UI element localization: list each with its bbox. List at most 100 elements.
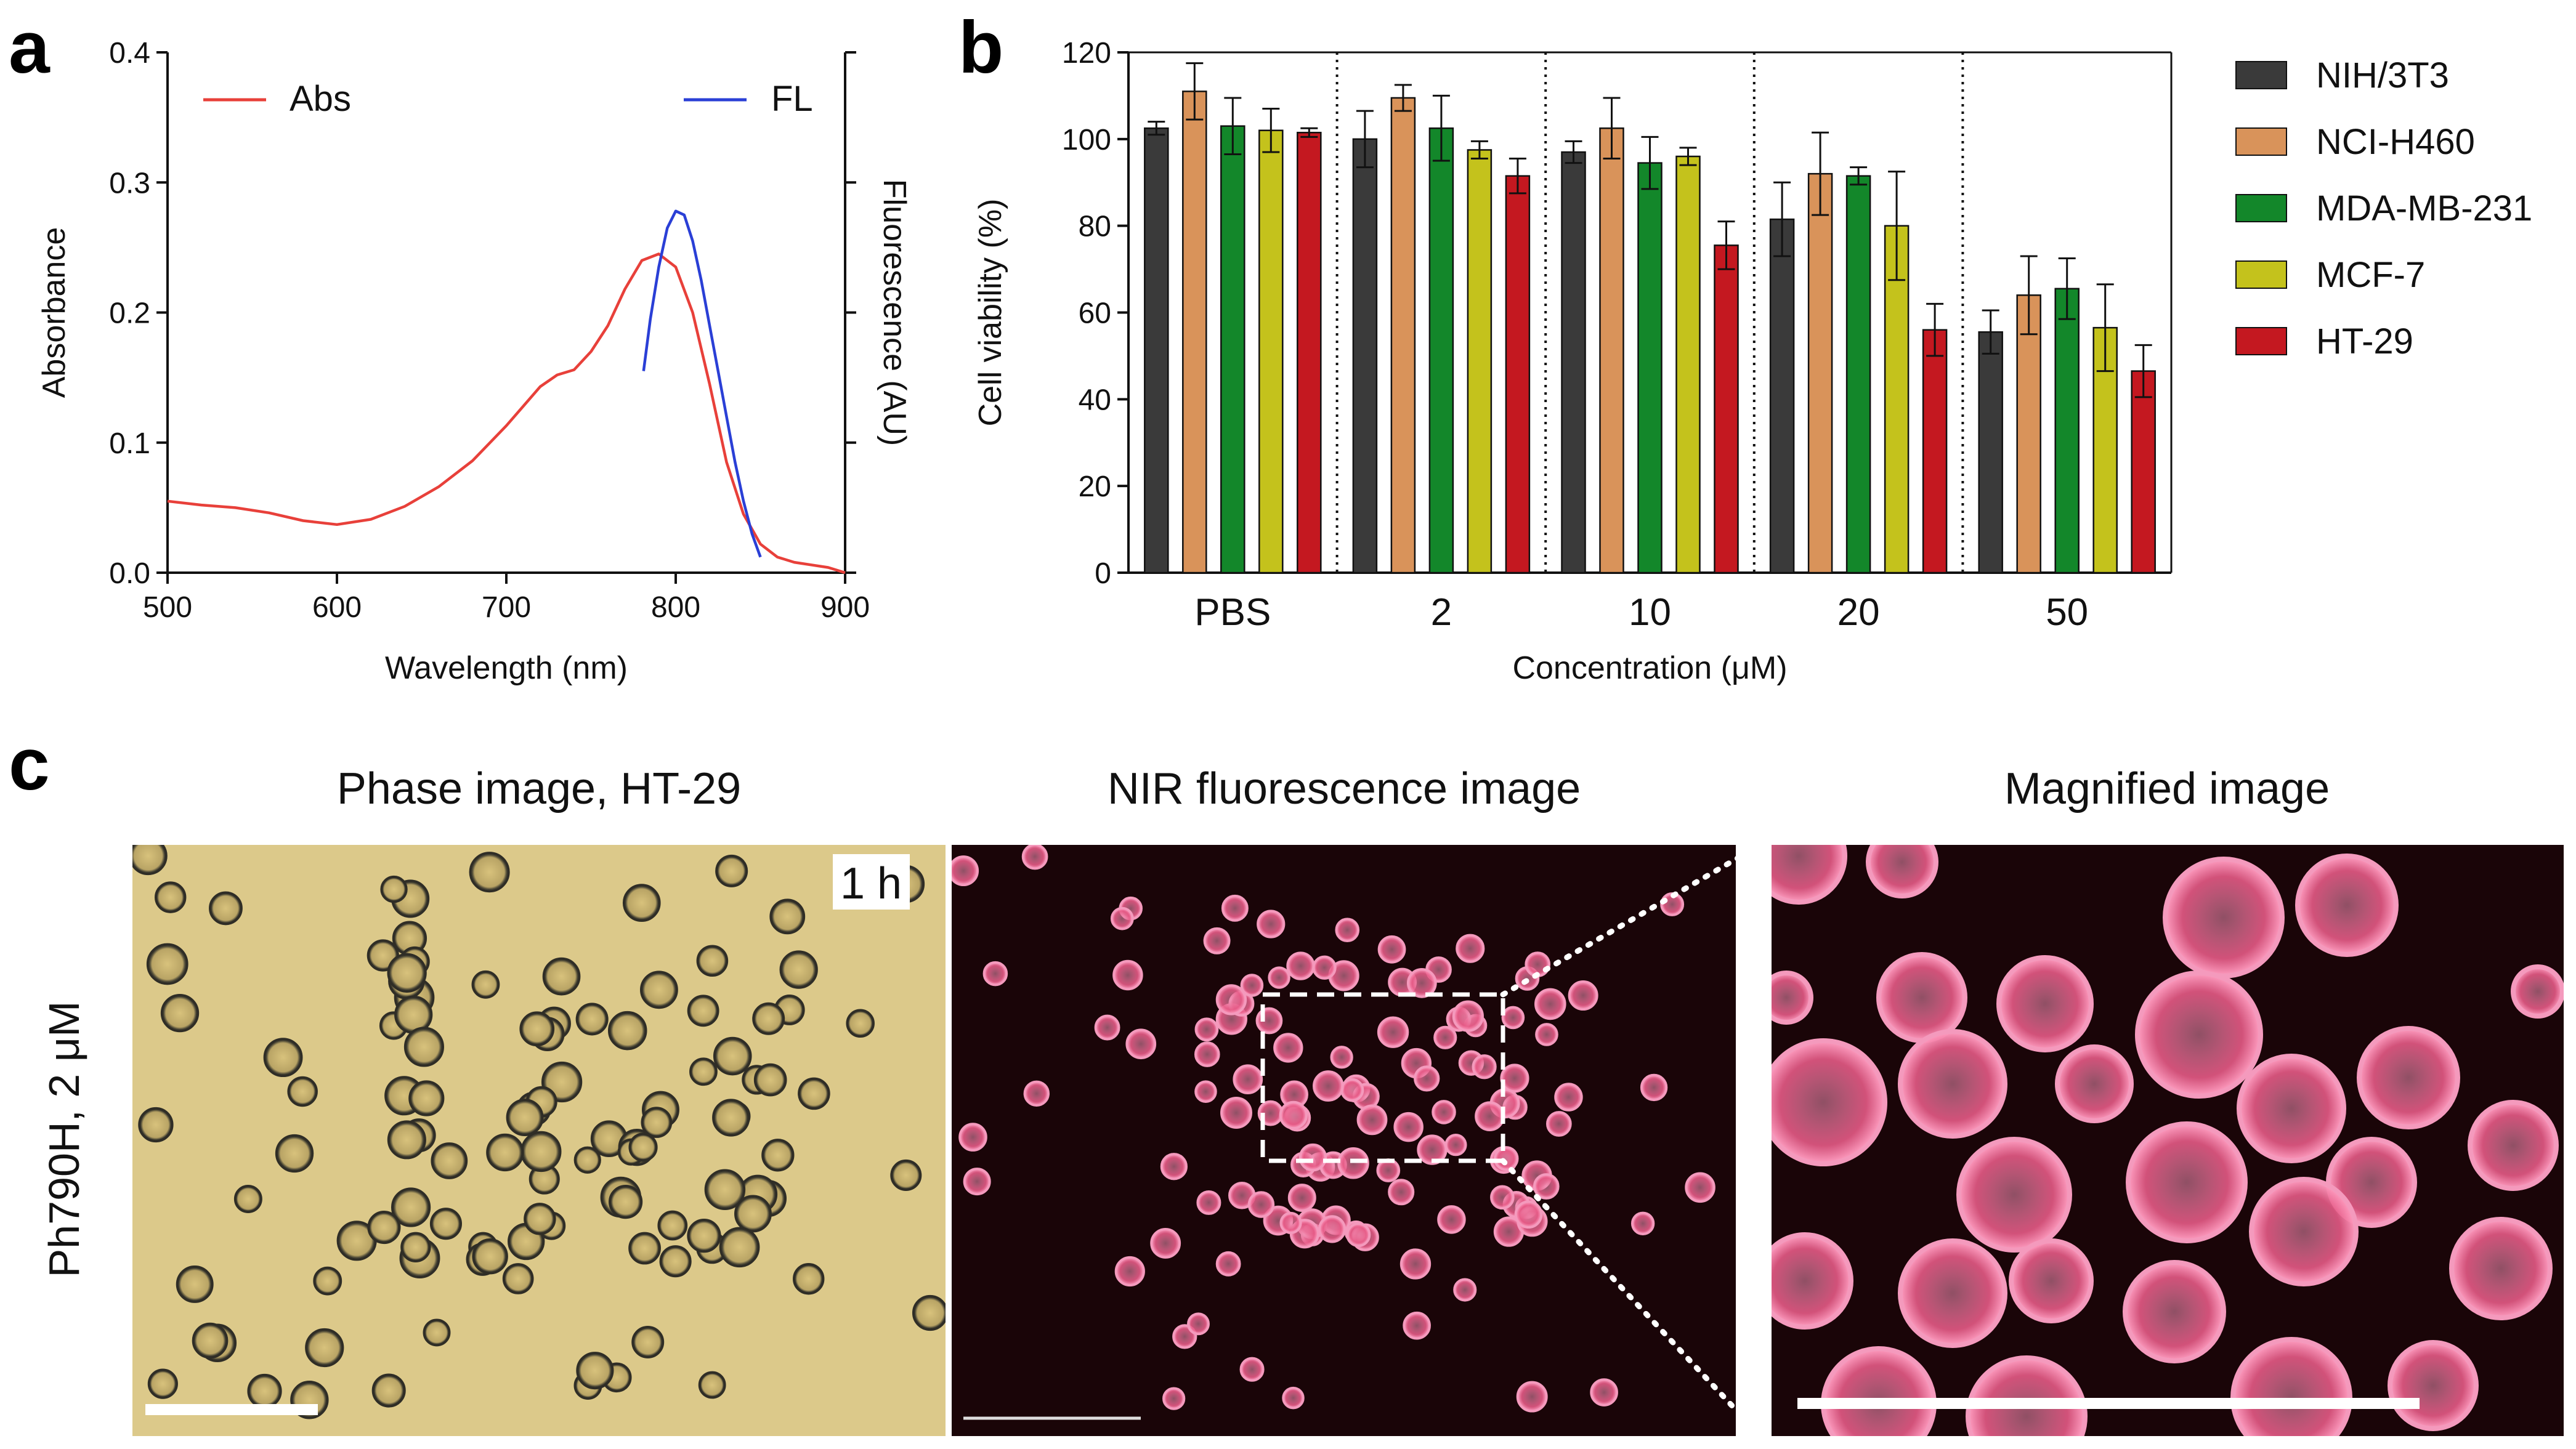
nir-cell [1399, 1248, 1432, 1280]
nir-cell [1452, 1000, 1484, 1032]
panel-letter-a: a [9, 6, 51, 89]
nir-fluorescence-image [952, 845, 1736, 1436]
phase-cell [275, 1134, 314, 1173]
phase-cell [715, 854, 748, 887]
nir-cell [1590, 1378, 1618, 1407]
phase-cell [575, 1003, 609, 1036]
bar [1769, 218, 1795, 574]
magnified-cell [1772, 845, 1847, 905]
y-tick-label: 20 [1079, 470, 1111, 503]
nir-cell [1287, 1184, 1316, 1213]
nir-cell [1240, 974, 1264, 997]
phase-cell [631, 1325, 665, 1358]
cell-viability-chart: 0 20 40 60 80 100 120 Concentration (μM) Cell vi… [973, 37, 2532, 686]
nir-cell [1514, 1200, 1543, 1229]
scale-bar [145, 1404, 318, 1415]
phase-cell [247, 1373, 282, 1409]
phase-cell [431, 1142, 468, 1179]
nir-cell [1393, 1112, 1424, 1142]
x-category-label: 10 [1629, 591, 1671, 634]
magnified-cell [2357, 1026, 2460, 1129]
y-tick-label: 60 [1079, 297, 1111, 330]
phase-cell [798, 1077, 830, 1110]
phase-cell [712, 1099, 750, 1137]
bar [1714, 244, 1739, 574]
nir-cell [1094, 1014, 1120, 1041]
x-tick-label: 800 [651, 591, 700, 624]
magnified-cell [1772, 1232, 1853, 1330]
phase-cell [524, 1203, 556, 1235]
magnified-cell [2009, 1238, 2094, 1323]
y-tick-label: 0.2 [109, 297, 150, 330]
nir-cell [1187, 1312, 1210, 1336]
nir-cell [1534, 988, 1566, 1020]
x-category-label: 50 [2046, 591, 2088, 634]
legend-label: HT-29 [2316, 321, 2413, 361]
nir-cell [1472, 1054, 1497, 1080]
bar [1922, 329, 1948, 574]
phase-cell [609, 1185, 643, 1219]
magnified-cell [2388, 1340, 2479, 1431]
phase-cell [408, 1080, 445, 1116]
magnified-cells [1772, 845, 2564, 1436]
magnified-cell [2237, 1054, 2346, 1163]
row-label: Ph790H, 2 μM [40, 1001, 88, 1278]
zoom-connector-top [1500, 842, 1764, 998]
nir-cell [1194, 1041, 1220, 1067]
phase-cell [209, 891, 243, 926]
nir-cell [1196, 1190, 1221, 1215]
phase-cell [779, 950, 818, 989]
phase-cell [689, 1057, 718, 1086]
nir-cell [1493, 1146, 1519, 1171]
nir-cell [1221, 894, 1249, 922]
bar [1390, 97, 1416, 574]
phase-cell [761, 1139, 795, 1172]
nir-cell [1377, 1016, 1409, 1048]
phase-cell [753, 1063, 787, 1097]
phase-cell [641, 1107, 673, 1138]
bar [2054, 288, 2080, 574]
phase-cell [846, 1009, 875, 1038]
time-label-box [833, 854, 910, 910]
nir-cell [1432, 1100, 1456, 1124]
nir-cell [1453, 1278, 1477, 1302]
x-category-label: 20 [1837, 591, 1880, 634]
phase-cell [734, 1195, 772, 1233]
phase-cell [313, 1266, 342, 1296]
bar [1675, 155, 1701, 574]
phase-cell [146, 943, 188, 985]
nir-cell [1150, 1227, 1181, 1259]
phase-image: 1 h [132, 845, 946, 1436]
bar [1258, 129, 1284, 574]
x-tick-label: 900 [820, 591, 870, 624]
legend-swatch [2235, 61, 2287, 89]
zoom-connector-bottom [1500, 1158, 1764, 1439]
nir-cell [1475, 1101, 1505, 1132]
phase-cell [486, 1133, 524, 1172]
bar [1467, 149, 1493, 574]
nir-cell [1516, 1381, 1548, 1413]
nir-cell [1335, 918, 1360, 942]
series-line-fl [642, 209, 762, 558]
time-label: 1 h [840, 859, 902, 908]
x-tick-label: 500 [143, 591, 192, 624]
phase-cell [147, 1368, 178, 1399]
nir-cell [1403, 1311, 1431, 1340]
bar [2131, 370, 2156, 574]
x-tick-label: 700 [482, 591, 531, 624]
phase-cell [472, 1238, 508, 1275]
nir-cell [1640, 1073, 1668, 1102]
bar [1297, 132, 1322, 574]
zoom-region-box [1260, 992, 1505, 1163]
magnified-cell [1996, 955, 2094, 1052]
phase-cell [371, 1373, 406, 1408]
nir-cell [1533, 1173, 1560, 1200]
phase-cell [719, 1227, 760, 1268]
magnified-cell [2123, 1260, 2226, 1363]
nir-cell [1194, 1017, 1219, 1042]
magnified-cell [2230, 1337, 2352, 1436]
phase-cell [696, 945, 729, 977]
phase-cell [519, 1011, 555, 1047]
phase-cell [752, 1002, 785, 1035]
phase-cell [890, 1159, 922, 1191]
